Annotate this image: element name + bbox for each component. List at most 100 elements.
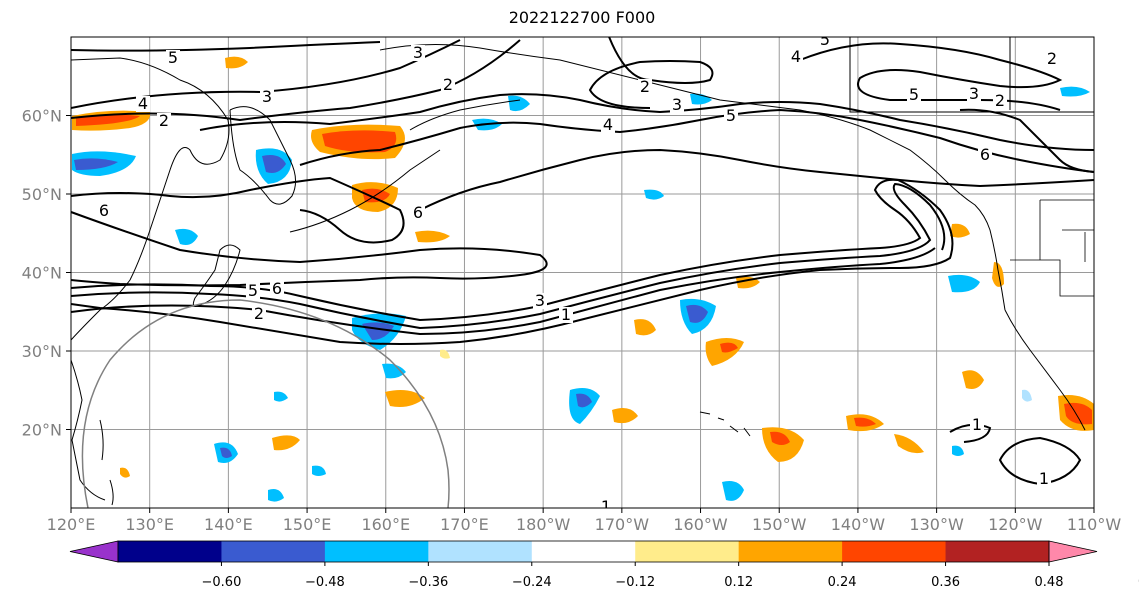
negative-anomaly xyxy=(722,481,744,501)
longitude-label: 170°W xyxy=(595,515,650,534)
longitude-axis: 120°E 130°E 140°E 150°E 160°E 170°E 180°W 170°W… xyxy=(47,508,1121,534)
contour-label-bg xyxy=(601,117,615,133)
colorbar-label: −0.24 xyxy=(512,575,552,590)
contour-label-bg xyxy=(1037,471,1051,487)
contour-label: 6 xyxy=(413,203,423,222)
positive-anomaly xyxy=(992,262,1004,287)
contour-label: 2 xyxy=(995,91,1005,110)
longitude-label: 140°W xyxy=(831,515,886,534)
contour-label-bg xyxy=(97,203,111,219)
latitude-axis: 60°N 50°N 40°N 30°N 20°N xyxy=(22,107,71,440)
negative-anomaly xyxy=(274,391,288,402)
contour-label: 6 xyxy=(272,279,282,298)
contour-label-bg xyxy=(638,79,652,95)
coastline-alaska xyxy=(379,43,1006,311)
colorbar-label: 0.60 xyxy=(1138,575,1139,590)
longitude-label: 130°W xyxy=(909,515,964,534)
colorbar-extend-max xyxy=(1048,540,1098,563)
contour-line xyxy=(419,148,1094,211)
negative-anomaly xyxy=(1022,389,1032,402)
negative-anomaly xyxy=(686,304,708,323)
contour-label-bg xyxy=(993,93,1007,109)
colorbar-segment xyxy=(635,541,740,562)
longitude-label: 160°E xyxy=(361,515,410,534)
coastline-china xyxy=(71,359,106,501)
colorbar-segment xyxy=(738,541,843,562)
negative-anomaly xyxy=(1060,86,1090,97)
coastline-hawaii xyxy=(699,411,751,437)
positive-anomaly xyxy=(612,408,638,424)
negative-anomaly xyxy=(948,274,980,293)
negative-anomaly xyxy=(175,228,198,245)
colorbar-label: 0.36 xyxy=(931,575,960,590)
contour-label-bg xyxy=(166,50,180,66)
negative-anomaly xyxy=(508,95,530,112)
contour-label-bg xyxy=(978,147,992,163)
contour-line xyxy=(71,176,405,244)
contour-label: 3 xyxy=(969,84,979,103)
coastline-us-west xyxy=(1004,309,1086,431)
contour-label: 2 xyxy=(443,75,453,94)
contour-label: 5 xyxy=(726,106,736,125)
negative-anomaly xyxy=(382,363,406,379)
colorbar-label: −0.48 xyxy=(305,575,345,590)
colorbar-label: −0.12 xyxy=(615,575,655,590)
coastlines xyxy=(71,43,1086,506)
positive-anomaly xyxy=(415,230,450,243)
coastline-aleutians xyxy=(289,149,441,233)
map-title: 2022122700 F000 xyxy=(508,8,656,27)
inset-box xyxy=(849,37,1094,113)
coastline-kamchatka xyxy=(229,106,296,205)
contour-label-bg xyxy=(411,205,425,221)
contour-line xyxy=(799,42,1063,111)
negative-anomaly xyxy=(576,393,592,408)
positive-anomaly xyxy=(385,390,425,407)
colorbar-segment xyxy=(842,541,947,562)
negative-anomaly xyxy=(312,465,326,476)
positive-anomaly xyxy=(440,349,450,359)
contour-label: 2 xyxy=(159,111,169,130)
colorbar-segment xyxy=(324,541,429,562)
contour-label-bg xyxy=(907,87,921,103)
contour-line xyxy=(998,436,1082,486)
latitude-label: 40°N xyxy=(22,264,62,283)
colorbar-label: 0.12 xyxy=(724,575,753,590)
longitude-label: 150°W xyxy=(752,515,807,534)
longitude-label: 170°E xyxy=(440,515,489,534)
contour-line xyxy=(199,93,1094,151)
contour-label: 5 xyxy=(248,281,258,300)
contour-label: 2 xyxy=(640,77,650,96)
contour-label-bg xyxy=(967,86,981,102)
longitude-label: 150°E xyxy=(283,515,332,534)
contour-label: 1 xyxy=(601,497,611,516)
contour-label-bg xyxy=(252,306,266,322)
contour-line xyxy=(299,108,1094,173)
contour-label: 1 xyxy=(561,305,571,324)
contour-label: 2 xyxy=(1047,49,1057,68)
contour-label: 5 xyxy=(168,48,178,67)
contour-label-bg xyxy=(411,45,425,61)
longitude-label: 140°E xyxy=(204,515,253,534)
positive-anomaly xyxy=(634,319,656,336)
colorbar-label: 0.24 xyxy=(828,575,857,590)
colorbar-label: −0.36 xyxy=(408,575,448,590)
contour-label: 6 xyxy=(99,201,109,220)
positive-anomaly xyxy=(962,370,984,389)
coastline-philippines xyxy=(99,419,114,506)
positive-anomaly xyxy=(770,431,790,445)
colorbar-segment xyxy=(118,541,222,562)
positive-anomaly xyxy=(322,130,397,153)
longitude-label: 130°E xyxy=(125,515,174,534)
contour-label-bg xyxy=(789,49,803,65)
contour-label-bg xyxy=(533,293,547,309)
latitude-label: 60°N xyxy=(22,107,62,126)
positive-anomaly xyxy=(272,435,300,451)
longitude-label: 120°W xyxy=(988,515,1043,534)
colorbar-segment xyxy=(428,541,533,562)
contour-label-bg xyxy=(970,417,984,433)
coastline-asia xyxy=(71,57,230,341)
contour-label: 1 xyxy=(972,415,982,434)
contour-label-bg xyxy=(260,89,274,105)
longitude-label: 120°E xyxy=(47,515,96,534)
